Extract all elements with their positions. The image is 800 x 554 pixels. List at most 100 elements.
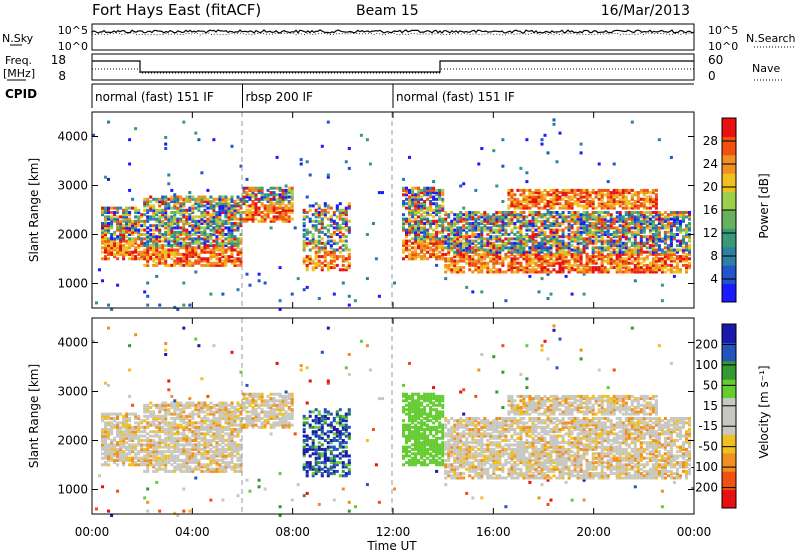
power-cell [561,241,565,245]
power-cell [636,222,640,225]
power-cell [107,120,110,124]
power-cell [200,222,204,225]
velocity-cell [119,458,123,462]
power-cell [326,261,330,265]
power-cell [504,241,508,245]
power-cell [206,257,210,261]
power-cell [143,224,147,228]
power-cell [648,211,652,214]
power-cell [414,230,418,234]
power-cell [239,233,243,236]
power-cell [615,188,619,192]
power-cell [179,230,183,234]
power-cell [317,241,321,245]
power-cell [480,259,484,263]
power-cell [326,173,330,177]
power-cell [648,252,652,256]
power-cell [669,263,673,267]
velocity-cell [116,456,120,460]
power-cell [675,266,679,270]
velocity-cell [131,461,135,465]
power-cell [435,211,439,214]
power-cell [432,241,436,245]
velocity-cell [170,417,174,420]
power-cell [567,219,571,223]
power-cell [447,222,451,225]
velocity-cell [137,428,141,431]
power-cell [227,202,231,206]
power-cell [492,255,496,259]
power-cell [549,255,553,259]
power-cell [251,213,255,217]
power-cell [651,268,655,272]
power-cell [233,244,237,248]
power-cell [537,250,541,254]
power-cell [627,217,631,221]
power-cell [576,255,580,259]
power-cell [420,215,424,219]
power-cell [170,239,174,243]
power-cell [441,222,445,225]
power-cell [507,206,511,210]
power-cell [579,259,583,263]
power-cell [429,219,433,223]
power-cell [170,250,174,254]
power-cell [308,248,312,252]
power-cell [615,244,619,248]
power-cell [594,217,598,221]
velocity-cell [116,434,120,438]
power-cell [519,200,523,203]
power-cell [191,252,195,256]
power-cell [585,257,589,261]
power-cell [495,259,499,263]
velocity-cell [137,436,141,440]
power-cell [525,233,529,236]
power-cell [567,263,571,267]
power-cell [666,215,670,219]
velocity-cell [110,447,114,451]
power-cell [146,248,150,252]
power-cell [669,255,673,259]
power-cell [682,211,685,214]
power-cell [621,195,625,199]
power-cell [423,228,427,232]
power-cell [302,222,306,225]
power-cell [576,270,580,274]
velocity-cell [203,452,207,456]
power-cell [468,222,472,225]
power-cell [426,206,430,210]
power-cell [543,270,547,274]
power-cell [567,250,571,254]
power-cell [453,219,457,223]
power-cell [507,219,511,223]
velocity-cell [206,419,210,423]
power-cell [110,252,114,256]
power-cell [209,215,213,219]
power-cell [663,239,667,243]
power-cell [134,226,138,230]
velocity-cell [116,432,120,436]
power-cell [663,211,667,214]
power-cell [308,261,312,265]
power-cell [335,215,339,219]
power-cell [432,180,436,184]
power-cell [128,246,132,250]
power-cell [474,226,478,230]
power-cell [143,208,147,212]
power-cell [332,263,336,267]
power-cell [492,259,496,263]
velocity-cell [170,428,174,431]
power-cell [227,213,231,217]
power-cell [465,255,469,259]
velocity-cell [149,430,153,434]
power-cell [516,226,520,230]
power-cell [254,204,258,208]
power-cell [167,239,171,243]
power-cell [170,244,174,248]
power-cell [537,263,541,267]
power-cell [633,200,637,203]
power-cell [215,217,219,221]
power-cell [468,241,472,245]
velocity-cell [155,403,159,407]
power-cell [441,219,445,223]
